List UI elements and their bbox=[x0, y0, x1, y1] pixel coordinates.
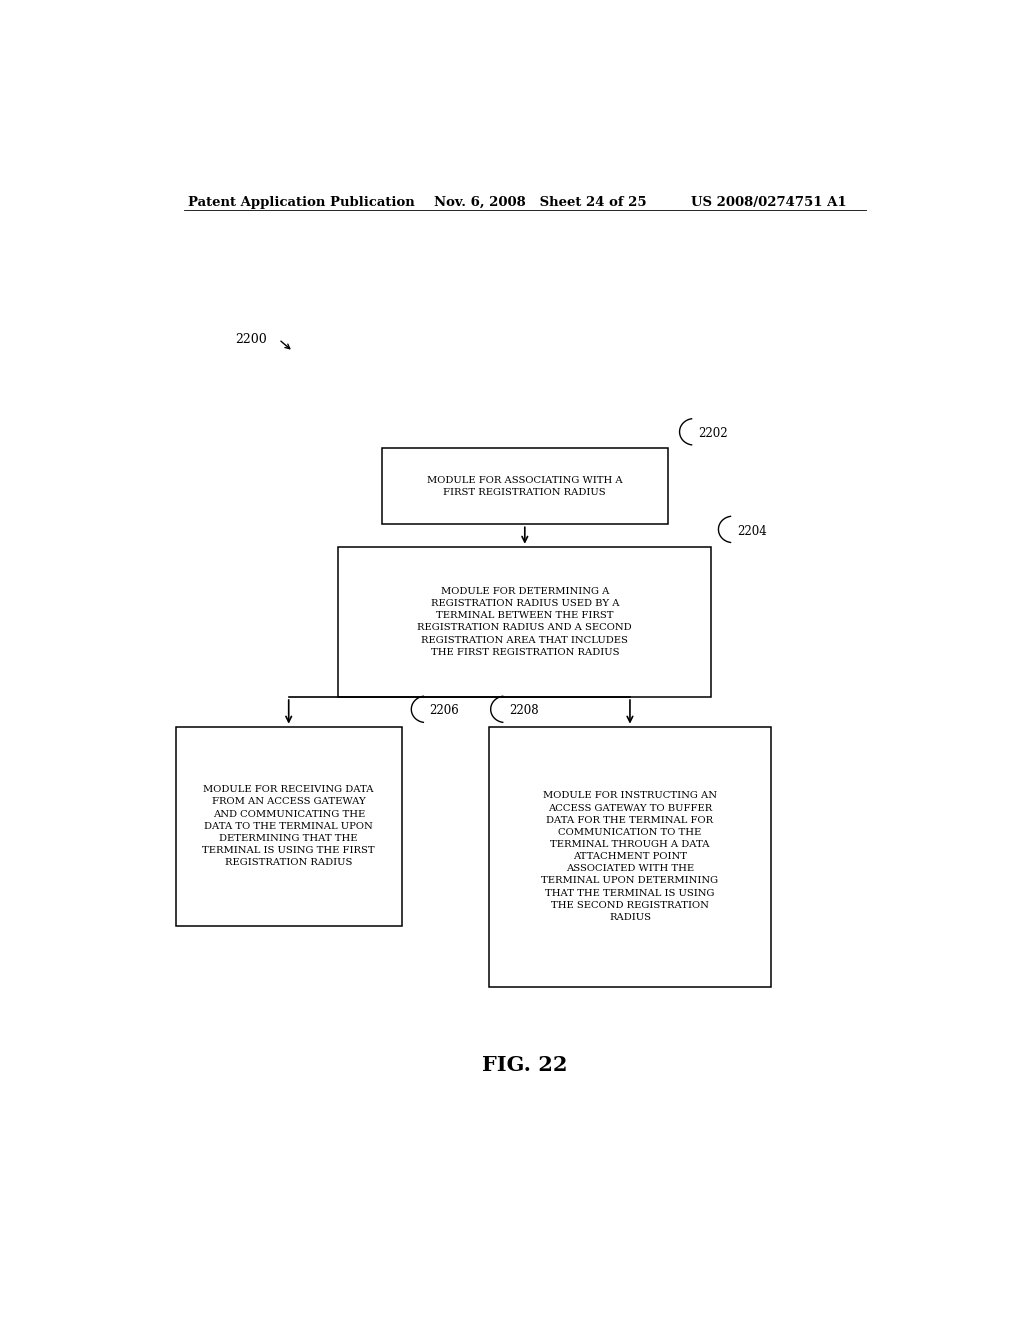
Text: US 2008/0274751 A1: US 2008/0274751 A1 bbox=[691, 195, 847, 209]
Text: 2204: 2204 bbox=[736, 524, 766, 537]
Text: MODULE FOR INSTRUCTING AN
ACCESS GATEWAY TO BUFFER
DATA FOR THE TERMINAL FOR
COM: MODULE FOR INSTRUCTING AN ACCESS GATEWAY… bbox=[542, 792, 719, 921]
FancyBboxPatch shape bbox=[489, 726, 771, 987]
Text: Nov. 6, 2008   Sheet 24 of 25: Nov. 6, 2008 Sheet 24 of 25 bbox=[433, 195, 646, 209]
Text: Patent Application Publication: Patent Application Publication bbox=[187, 195, 415, 209]
FancyBboxPatch shape bbox=[338, 546, 712, 697]
Text: 2206: 2206 bbox=[430, 705, 460, 718]
Text: MODULE FOR RECEIVING DATA
FROM AN ACCESS GATEWAY
AND COMMUNICATING THE
DATA TO T: MODULE FOR RECEIVING DATA FROM AN ACCESS… bbox=[203, 785, 375, 867]
Text: MODULE FOR DETERMINING A
REGISTRATION RADIUS USED BY A
TERMINAL BETWEEN THE FIRS: MODULE FOR DETERMINING A REGISTRATION RA… bbox=[418, 587, 632, 657]
Text: 2202: 2202 bbox=[697, 426, 727, 440]
Text: FIG. 22: FIG. 22 bbox=[482, 1055, 567, 1074]
FancyBboxPatch shape bbox=[382, 447, 668, 524]
Text: MODULE FOR ASSOCIATING WITH A
FIRST REGISTRATION RADIUS: MODULE FOR ASSOCIATING WITH A FIRST REGI… bbox=[427, 475, 623, 496]
FancyBboxPatch shape bbox=[176, 726, 401, 925]
Text: 2200: 2200 bbox=[236, 333, 267, 346]
Text: 2208: 2208 bbox=[509, 705, 539, 718]
